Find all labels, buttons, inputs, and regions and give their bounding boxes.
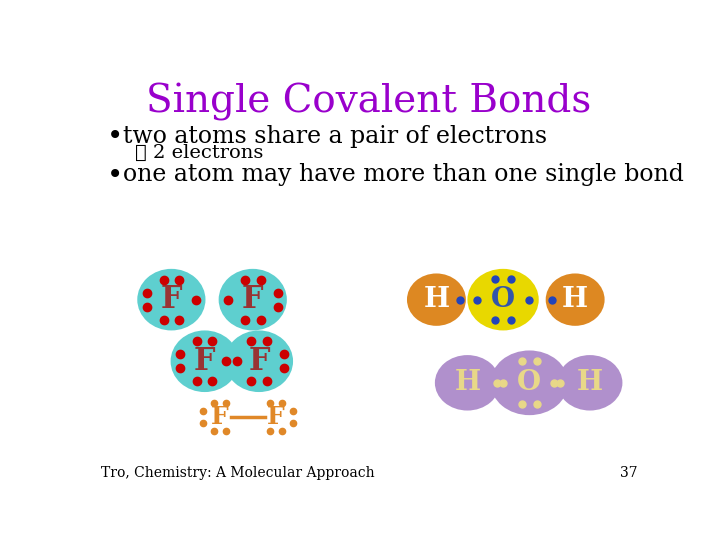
Ellipse shape	[557, 355, 622, 410]
Text: F: F	[212, 404, 229, 429]
Text: ✓ 2 electrons: ✓ 2 electrons	[135, 144, 264, 163]
Text: O: O	[491, 286, 515, 313]
Text: H: H	[577, 369, 603, 396]
Text: •: •	[107, 161, 123, 189]
Text: F: F	[242, 284, 264, 315]
Text: •: •	[107, 123, 123, 151]
Text: H: H	[454, 369, 480, 396]
Ellipse shape	[171, 330, 239, 392]
Ellipse shape	[225, 330, 293, 392]
Text: one atom may have more than one single bond: one atom may have more than one single b…	[122, 164, 683, 186]
Text: Single Covalent Bonds: Single Covalent Bonds	[146, 83, 592, 121]
Ellipse shape	[407, 273, 466, 326]
Ellipse shape	[490, 350, 568, 415]
Text: F: F	[267, 404, 285, 429]
Ellipse shape	[435, 355, 500, 410]
Text: F: F	[248, 346, 270, 377]
Ellipse shape	[219, 269, 287, 330]
Text: H: H	[423, 286, 449, 313]
Text: 37: 37	[619, 466, 637, 480]
Text: F: F	[194, 346, 215, 377]
Text: O: O	[518, 369, 541, 396]
Ellipse shape	[467, 269, 539, 330]
Text: F: F	[161, 284, 182, 315]
Text: Tro, Chemistry: A Molecular Approach: Tro, Chemistry: A Molecular Approach	[101, 466, 374, 480]
Ellipse shape	[546, 273, 605, 326]
Text: two atoms share a pair of electrons: two atoms share a pair of electrons	[122, 125, 546, 148]
Text: H: H	[562, 286, 588, 313]
Ellipse shape	[138, 269, 205, 330]
